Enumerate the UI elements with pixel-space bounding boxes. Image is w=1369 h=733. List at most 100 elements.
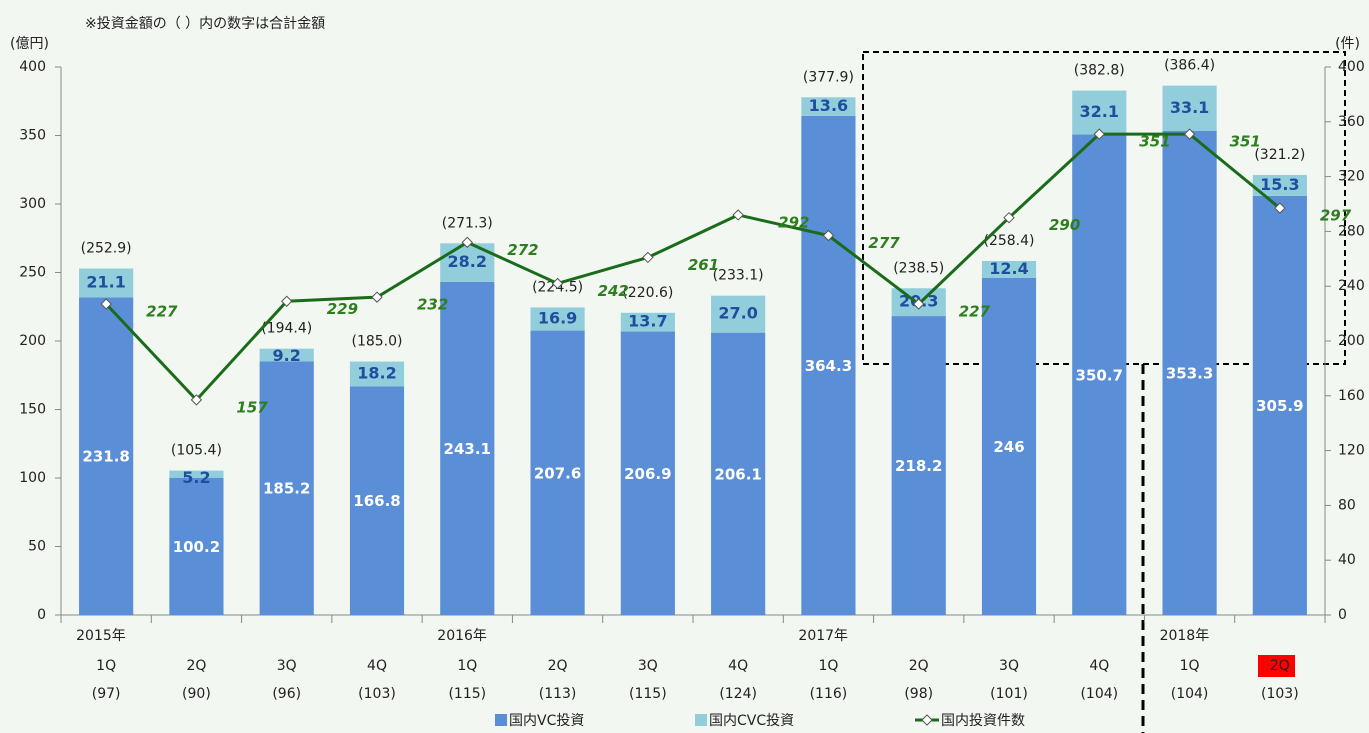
count-label: (103) xyxy=(1261,686,1299,702)
count-label: (98) xyxy=(904,686,933,702)
count-marker xyxy=(822,229,835,242)
bar xyxy=(891,316,946,615)
count-marker xyxy=(281,295,293,307)
vc-label: 185.2 xyxy=(263,480,310,498)
count-marker xyxy=(1093,128,1105,140)
total-label: (321.2) xyxy=(1254,147,1305,163)
y-tick-label: 0 xyxy=(37,607,46,623)
vc-label: 305.9 xyxy=(1256,397,1303,415)
count-marker xyxy=(461,236,473,249)
bar xyxy=(1162,130,1217,615)
vc-label: 206.9 xyxy=(624,465,671,483)
x-tick-label: 2Q xyxy=(909,658,929,674)
count-value: 351 xyxy=(1230,133,1261,151)
count-label: (104) xyxy=(1171,686,1209,702)
bar xyxy=(1252,174,1307,196)
bar xyxy=(440,281,495,615)
y2-tick-label: 80 xyxy=(1338,497,1356,513)
cvc-label: 33.1 xyxy=(1170,98,1209,117)
count-marker xyxy=(1003,211,1015,224)
count-marker xyxy=(551,277,564,290)
count-marker xyxy=(1274,202,1286,214)
cvc-label: 18.2 xyxy=(357,364,396,383)
count-label: (101) xyxy=(990,686,1028,702)
count-value: 292 xyxy=(778,213,809,231)
x-tick-label: 3Q xyxy=(999,658,1019,674)
count-value: 227 xyxy=(146,303,178,321)
y2-tick-label: 320 xyxy=(1338,169,1365,185)
bar xyxy=(1252,195,1307,616)
vc-label: 246 xyxy=(993,438,1024,456)
total-label: (220.6) xyxy=(622,285,673,301)
count-value: 277 xyxy=(868,234,900,252)
total-label: (238.5) xyxy=(893,260,944,276)
count-value: 229 xyxy=(327,300,358,318)
bar xyxy=(530,307,585,331)
x-tick-label: 4Q xyxy=(367,658,387,674)
total-label: (252.9) xyxy=(81,241,132,257)
vc-label: 364.3 xyxy=(805,357,852,375)
legend-label: 国内CVC投資 xyxy=(709,713,794,729)
x-tick-label: 2Q xyxy=(186,658,206,674)
x-tick-label: 3Q xyxy=(638,658,658,674)
count-marker xyxy=(100,298,112,310)
total-label: (271.3) xyxy=(442,215,493,231)
bar xyxy=(801,115,856,615)
count-marker xyxy=(642,251,654,264)
total-label: (377.9) xyxy=(803,69,854,85)
y-tick-label: 350 xyxy=(19,128,46,144)
total-label: (386.4) xyxy=(1164,58,1215,74)
legend-label: 国内投資件数 xyxy=(941,713,1025,729)
vc-label: 350.7 xyxy=(1076,366,1123,384)
count-label: (116) xyxy=(810,686,848,702)
bar xyxy=(530,330,585,615)
vc-label: 100.2 xyxy=(173,538,220,556)
count-value: 290 xyxy=(1049,216,1080,234)
x-tick-label: 2Q xyxy=(548,658,568,674)
y2-tick-label: 240 xyxy=(1338,278,1365,294)
bar xyxy=(1072,90,1127,135)
count-line xyxy=(105,132,1281,403)
count-label: (124) xyxy=(719,686,757,702)
x-tick-label: 1Q xyxy=(818,658,838,674)
y-tick-label: 400 xyxy=(19,59,46,75)
x-tick-label: 1Q xyxy=(96,658,116,674)
cvc-label: 13.7 xyxy=(628,312,667,331)
vc-label: 207.6 xyxy=(534,464,581,482)
cvc-label: 28.2 xyxy=(448,252,487,271)
y-tick-label: 300 xyxy=(19,196,46,212)
y-tick-label: 150 xyxy=(19,402,46,418)
bar xyxy=(981,260,1037,278)
y-tick-label: 200 xyxy=(19,333,46,349)
cvc-label: 12.4 xyxy=(989,259,1028,278)
count-value: 157 xyxy=(236,398,268,416)
cvc-label: 21.1 xyxy=(86,272,125,291)
bar xyxy=(1162,85,1217,131)
bar xyxy=(620,312,675,332)
bar xyxy=(711,295,766,333)
bar xyxy=(801,97,856,116)
total-label: (185.0) xyxy=(351,334,402,350)
year-label: 2017年 xyxy=(798,628,848,644)
cvc-label: 13.6 xyxy=(809,96,848,115)
x-tick-label: 4Q xyxy=(728,658,748,674)
highlight-box xyxy=(1258,655,1295,677)
vc-label: 231.8 xyxy=(82,448,129,466)
count-marker xyxy=(190,394,203,406)
bar xyxy=(169,477,224,615)
y2-tick-label: 400 xyxy=(1338,59,1365,75)
count-label: (115) xyxy=(448,686,486,702)
y2-tick-label: 360 xyxy=(1338,114,1365,130)
count-marker xyxy=(371,291,383,303)
bar xyxy=(259,348,314,362)
bar xyxy=(259,361,314,615)
legend-swatch xyxy=(495,714,507,726)
bar xyxy=(349,361,405,387)
count-value: 227 xyxy=(959,303,991,321)
bar xyxy=(620,331,675,615)
total-label: (194.4) xyxy=(261,321,312,337)
x-tick-label: 1Q xyxy=(1180,658,1200,674)
x-tick-label: 2Q xyxy=(1270,658,1290,674)
bar xyxy=(981,277,1037,615)
year-label: 2016年 xyxy=(437,628,487,644)
